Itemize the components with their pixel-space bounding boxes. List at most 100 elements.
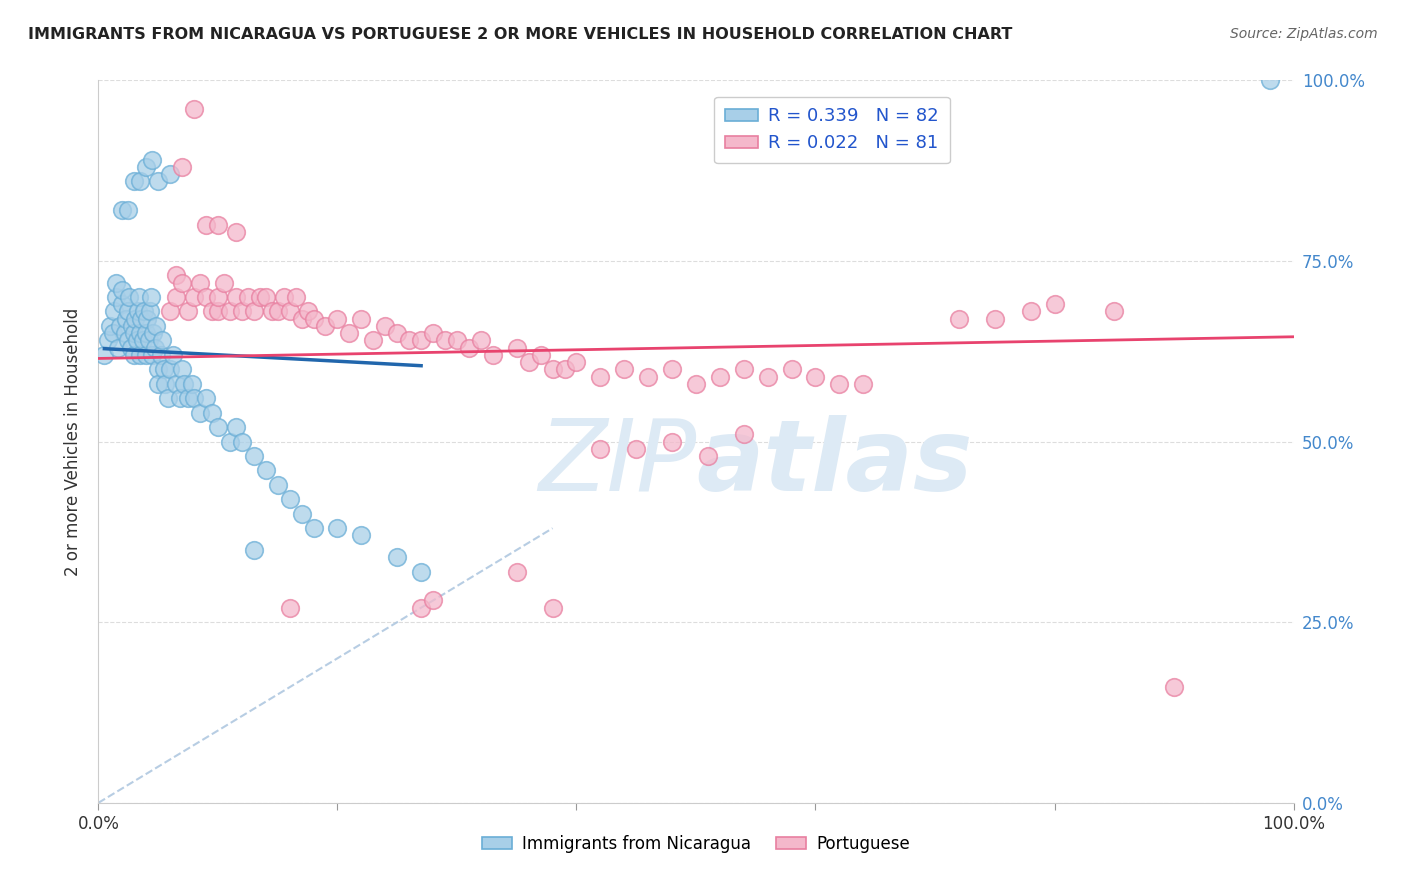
Point [124,326,146,340]
Point [411,600,433,615]
Point [207,420,229,434]
Point [470,334,492,348]
Point [733,362,755,376]
Point [278,492,301,507]
Point [148,174,170,188]
Point [162,348,184,362]
Point [780,362,803,376]
Point [1258,73,1281,87]
Point [422,593,444,607]
Point [120,341,142,355]
Legend: Immigrants from Nicaragua, Portuguese: Immigrants from Nicaragua, Portuguese [475,828,917,860]
Point [326,521,349,535]
Point [139,290,162,304]
Point [131,311,153,326]
Point [411,334,433,348]
Point [243,304,266,318]
Point [183,391,205,405]
Point [169,391,191,405]
Point [165,290,187,304]
Point [149,348,172,362]
Point [1019,304,1042,318]
Point [685,376,707,391]
Point [385,326,409,340]
Point [260,304,283,318]
Point [225,290,247,304]
Point [267,478,290,492]
Point [131,334,153,348]
Point [385,550,409,565]
Point [139,304,162,318]
Point [506,565,529,579]
Point [188,406,211,420]
Point [589,442,612,456]
Point [565,355,588,369]
Point [302,521,325,535]
Point [589,369,612,384]
Point [481,348,505,362]
Point [554,362,576,376]
Point [114,326,136,340]
Point [291,311,314,326]
Text: atlas: atlas [696,415,973,512]
Point [180,376,202,391]
Point [108,318,131,333]
Point [350,311,373,326]
Point [207,218,229,232]
Point [111,297,134,311]
Point [363,334,385,348]
Point [138,334,160,348]
Point [201,406,224,420]
Point [156,391,179,405]
Point [107,341,129,355]
Point [1043,297,1066,311]
Point [398,334,420,348]
Point [118,290,141,304]
Point [411,565,433,579]
Point [661,362,683,376]
Point [828,376,851,391]
Point [105,290,128,304]
Point [117,304,139,318]
Point [132,304,155,318]
Point [103,304,125,318]
Point [135,160,157,174]
Point [984,311,1007,326]
Point [212,276,235,290]
Point [422,326,444,340]
Text: ZIP: ZIP [537,415,696,512]
Point [159,167,181,181]
Point [249,290,271,304]
Point [165,376,187,391]
Point [1163,680,1185,694]
Point [231,434,253,449]
Point [315,318,337,333]
Point [709,369,731,384]
Point [434,334,457,348]
Point [165,268,187,283]
Point [128,290,150,304]
Point [267,304,290,318]
Point [117,203,139,218]
Point [195,290,218,304]
Point [97,334,120,348]
Point [626,442,648,456]
Point [111,283,134,297]
Point [153,362,176,376]
Point [172,362,194,376]
Point [374,318,396,333]
Point [243,449,266,463]
Point [159,362,181,376]
Point [207,290,229,304]
Point [155,376,177,391]
Point [804,369,827,384]
Point [105,276,128,290]
Point [143,341,166,355]
Point [948,311,970,326]
Point [173,376,195,391]
Point [852,376,875,391]
Point [125,334,148,348]
Point [291,507,314,521]
Point [661,434,683,449]
Point [115,311,138,326]
